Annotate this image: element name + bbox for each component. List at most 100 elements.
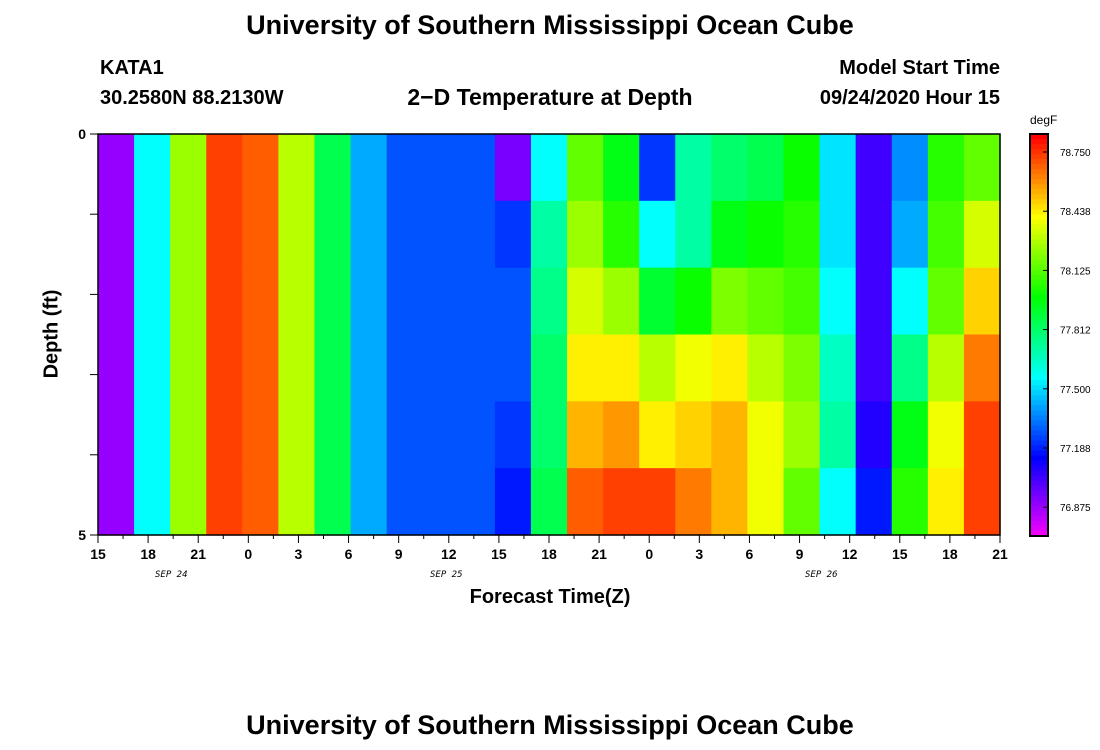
colorbar-segment [1030, 485, 1048, 492]
heatmap-cell [819, 267, 857, 336]
heatmap-cell [675, 334, 712, 402]
heatmap-cell [98, 267, 135, 336]
colorbar-segment [1030, 204, 1048, 210]
heatmap-cell [675, 267, 712, 336]
heatmap-cell [278, 334, 316, 402]
heatmap-cell [458, 267, 496, 336]
heatmap-cell [242, 267, 279, 336]
colorbar-segment [1030, 184, 1048, 190]
date-label-sep24: SEP 24 [155, 570, 188, 580]
heatmap-cell [603, 200, 640, 269]
heatmap-cell [314, 134, 352, 202]
colorbar-segment [1030, 430, 1048, 437]
heatmap-cell [314, 334, 352, 402]
heatmap-cell [98, 401, 135, 469]
colorbar-segment [1030, 480, 1048, 487]
y-tick-label: 0 [78, 126, 86, 142]
y-axis: 05 [78, 126, 98, 543]
colorbar-segment [1030, 214, 1048, 221]
colorbar-tick-label: 77.812 [1060, 326, 1091, 337]
x-tick-label: 6 [746, 546, 754, 562]
footer-title: University of Southern Mississippi Ocean… [246, 710, 854, 740]
colorbar-segment [1030, 490, 1048, 497]
colorbar-segment [1030, 465, 1048, 472]
colorbar-segment [1030, 294, 1048, 301]
station-id: KATA1 [100, 57, 164, 79]
heatmap-cell [783, 468, 821, 536]
heatmap-cell [98, 200, 135, 269]
heatmap-cell [206, 468, 243, 536]
colorbar-tick-label: 78.750 [1060, 148, 1091, 159]
colorbar-segment [1030, 385, 1048, 391]
heatmap-cell [639, 401, 676, 469]
colorbar-segment [1030, 304, 1048, 311]
heatmap-cell [711, 200, 749, 269]
heatmap-cell [603, 468, 640, 536]
heatmap-cell [458, 200, 496, 269]
heatmap-cell [747, 200, 785, 269]
colorbar-segment [1030, 234, 1048, 241]
colorbar-segment [1030, 209, 1048, 215]
colorbar-segment [1030, 169, 1048, 175]
date-label-sep26: SEP 26 [805, 570, 838, 580]
heatmap-cell [278, 401, 316, 469]
heatmap-cell [711, 468, 749, 536]
heatmap-cell [747, 134, 785, 202]
x-tick-label: 21 [992, 546, 1008, 562]
heatmap-cell [278, 468, 316, 536]
colorbar-segment [1030, 319, 1048, 326]
heatmap-cell [458, 468, 496, 536]
chart-subtitle: 2−D Temperature at Depth [407, 84, 693, 110]
heatmap-cell [98, 468, 135, 536]
colorbar-segment [1030, 309, 1048, 316]
heatmap-cell [386, 334, 424, 402]
heatmap-cell [783, 334, 821, 402]
heatmap-cell [783, 401, 821, 469]
heatmap-cell [675, 200, 712, 269]
heatmap-cell [494, 134, 532, 202]
x-tick-label: 21 [190, 546, 206, 562]
heatmap-cell [891, 134, 929, 202]
colorbar-segment [1030, 395, 1048, 401]
colorbar-segment [1030, 164, 1048, 170]
heatmap-cell [494, 267, 532, 336]
colorbar-segment [1030, 400, 1048, 406]
heatmap-cell [963, 200, 1001, 269]
heatmap-cell [386, 267, 424, 336]
heatmap-cell [134, 401, 171, 469]
colorbar-segment [1030, 335, 1048, 341]
heatmap-cell [639, 134, 676, 202]
heatmap-cell [530, 334, 568, 402]
date-label-sep25: SEP 25 [430, 570, 463, 580]
x-tick-label: 18 [140, 546, 156, 562]
heatmap-cell [675, 468, 712, 536]
colorbar-segment [1030, 510, 1048, 517]
colorbar-segment [1030, 515, 1048, 522]
heatmap-cell [134, 200, 171, 269]
heatmap-cell [639, 334, 676, 402]
heatmap-cell [819, 200, 857, 269]
colorbar-segment [1030, 179, 1048, 185]
colorbar-segment [1030, 370, 1048, 376]
heatmap-cell [639, 200, 676, 269]
heatmap-cell [963, 134, 1001, 202]
colorbar-segment [1030, 530, 1048, 537]
colorbar-segment [1030, 445, 1048, 452]
heatmap-cell [494, 401, 532, 469]
heatmap-cell [603, 401, 640, 469]
colorbar-segment [1030, 470, 1048, 477]
heatmap-cell [927, 267, 965, 336]
heatmap-cell [206, 134, 243, 202]
heatmap-cell [98, 334, 135, 402]
heatmap-cell [675, 401, 712, 469]
x-tick-label: 15 [90, 546, 106, 562]
heatmap-cell [530, 401, 568, 469]
x-tick-label: 18 [541, 546, 557, 562]
colorbar-segment [1030, 390, 1048, 396]
heatmap-cell [170, 134, 207, 202]
x-axis: 15 18 21 0 3 6 9 12 15 18 21 0 3 6 9 12 15 18 21 [90, 535, 1008, 562]
heatmap-cell [278, 267, 316, 336]
heatmap-cell [458, 134, 496, 202]
colorbar-segment [1030, 254, 1048, 261]
